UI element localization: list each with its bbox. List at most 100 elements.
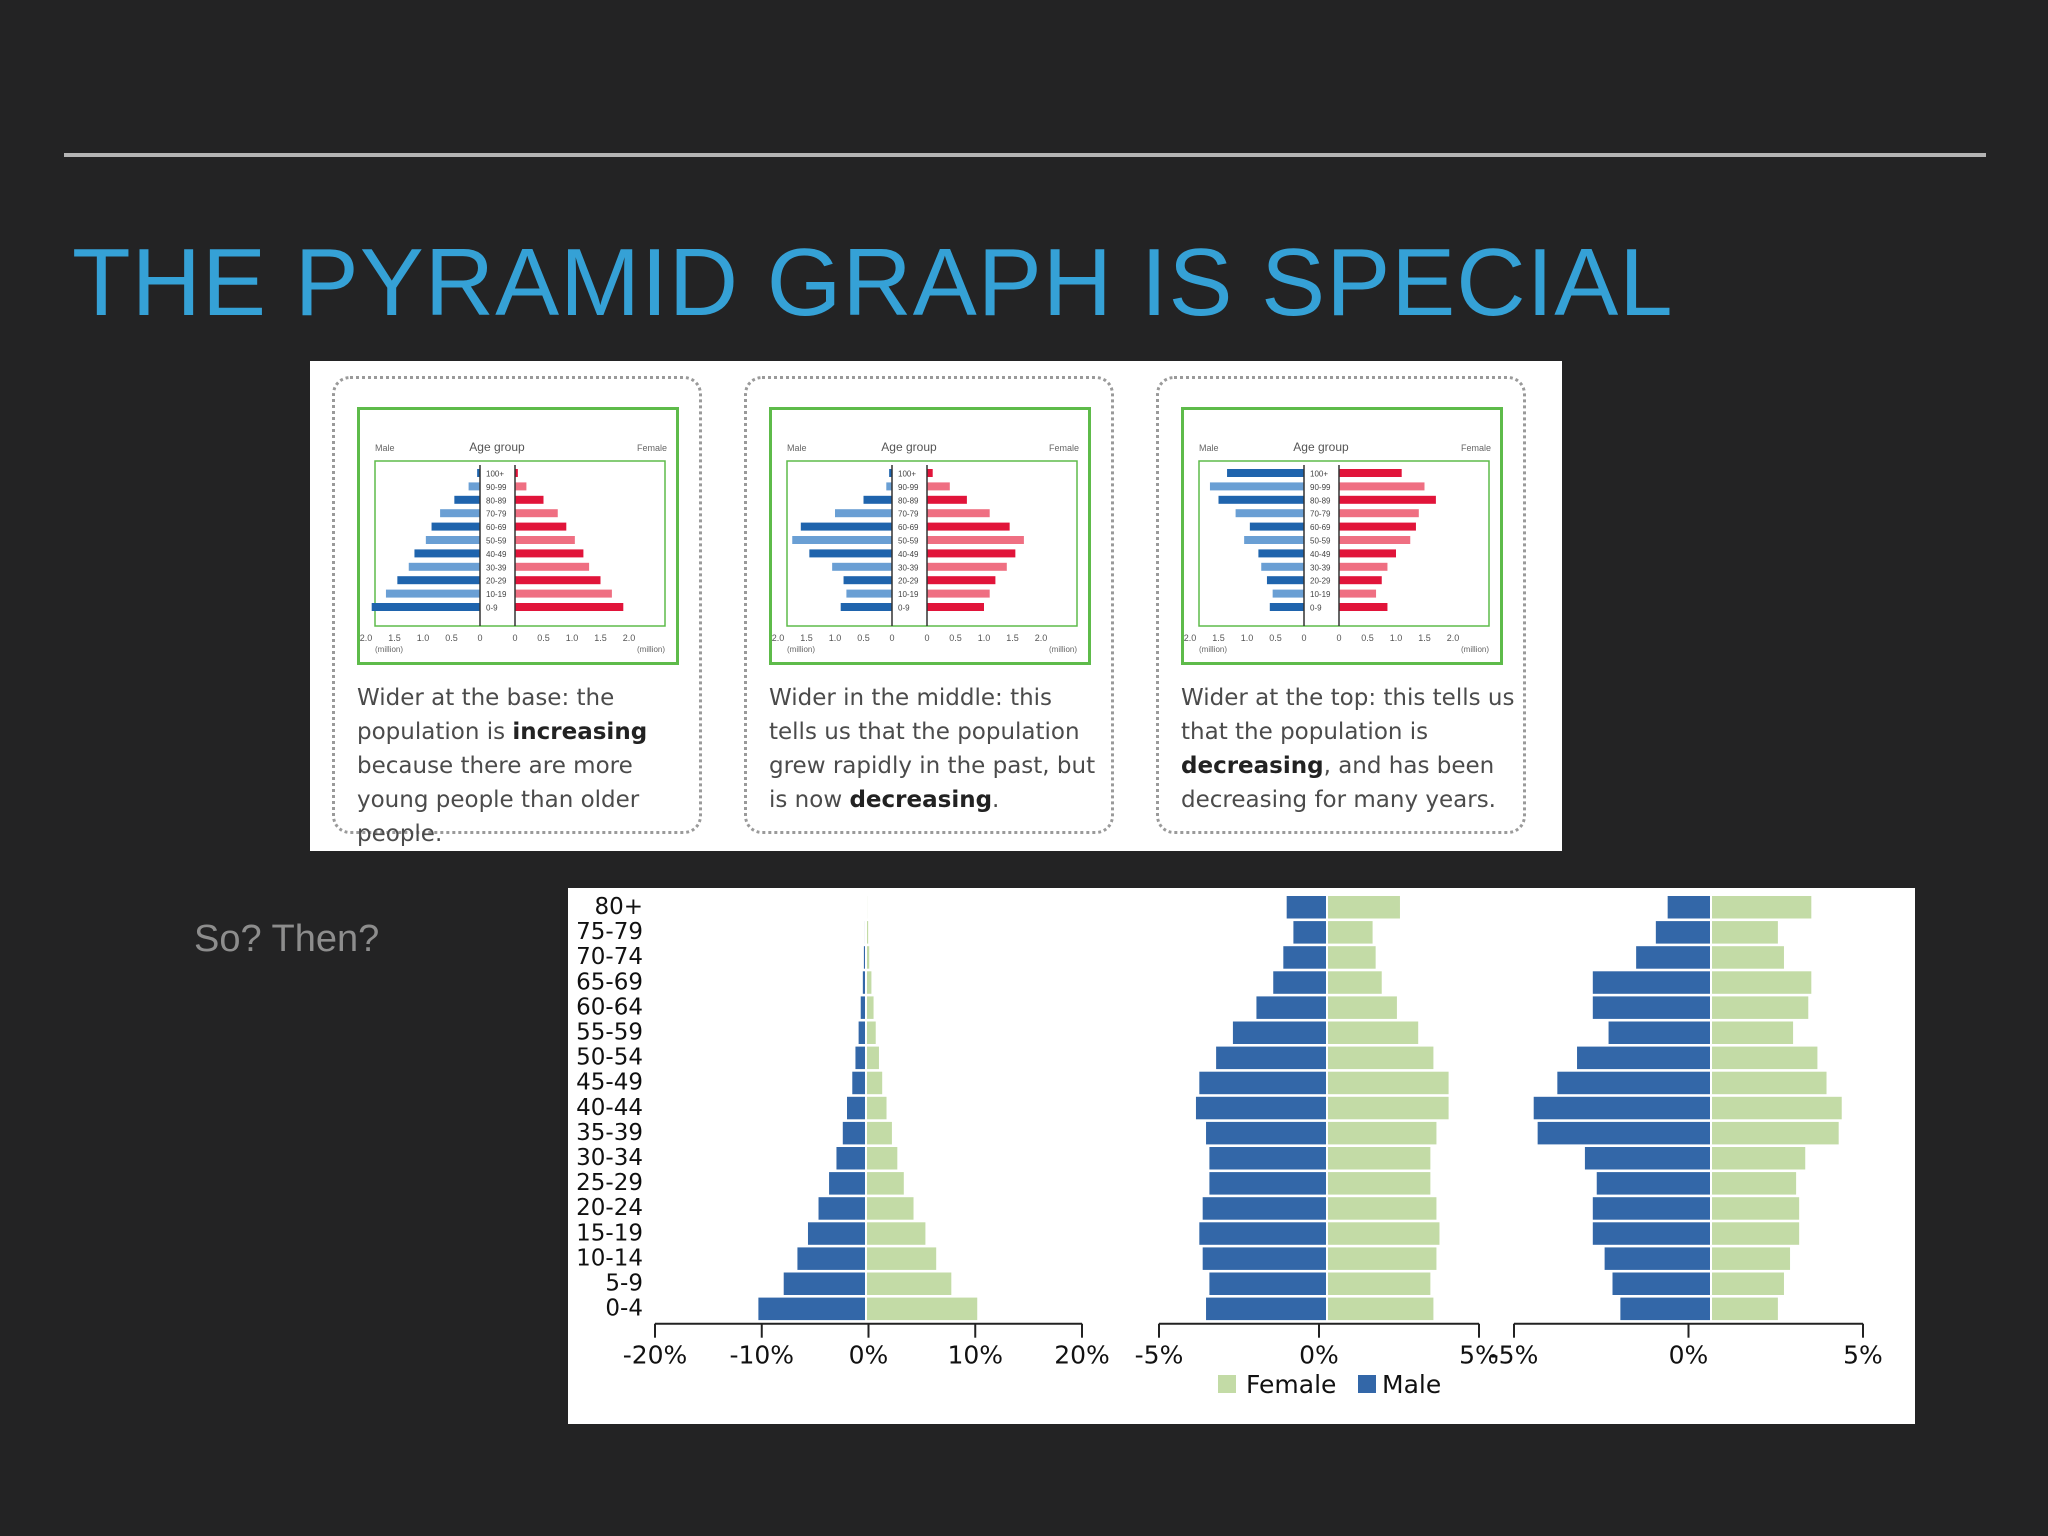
female-bar — [515, 469, 518, 477]
tick-label: 0.5 — [537, 633, 550, 643]
female-bar — [1711, 946, 1784, 969]
female-bar — [1339, 522, 1416, 531]
age-group-label: 10-19 — [898, 590, 919, 599]
male-bar — [425, 536, 480, 544]
male-bar — [835, 509, 892, 518]
legend-female-label: Female — [1246, 1370, 1336, 1399]
male-bar — [1209, 1147, 1327, 1170]
male-bar — [1256, 996, 1327, 1019]
age-group-label: 10-19 — [1310, 590, 1331, 599]
slide-title: THE PYRAMID GRAPH IS SPECIAL — [72, 229, 1674, 336]
male-bar — [855, 1046, 866, 1070]
female-bar — [1711, 1046, 1818, 1070]
age-group-label: 30-39 — [898, 563, 919, 572]
female-bar — [1711, 1297, 1778, 1321]
age-category-label: 60-64 — [576, 994, 643, 1020]
male-bar — [783, 1272, 866, 1295]
x-tick-label: -5% — [1490, 1341, 1539, 1370]
female-bar — [866, 946, 870, 969]
age-category-label: 25-29 — [576, 1170, 643, 1196]
age-group-label: 10-19 — [486, 590, 507, 599]
male-bar — [1206, 1297, 1327, 1321]
male-bar — [1216, 1046, 1327, 1070]
female-bar — [1339, 495, 1436, 504]
male-bar — [1209, 1172, 1327, 1195]
female-bar — [866, 1096, 887, 1120]
inner-frame — [374, 460, 666, 627]
unit-label: (million) — [1049, 645, 1077, 654]
female-bar — [515, 549, 584, 558]
female-bar — [1711, 1121, 1839, 1145]
female-bar — [1339, 562, 1388, 571]
example-description: Wider at the base: the population is inc… — [357, 685, 648, 847]
male-bar — [836, 1147, 866, 1170]
pyramid-examples-image: Male Age group Female 100+ 90-99 80-89 70-79 60… — [310, 361, 1562, 851]
chart-frame — [357, 407, 679, 665]
female-bar — [1327, 946, 1376, 969]
age-group-label: 50-59 — [486, 537, 507, 546]
female-bar — [866, 1197, 914, 1220]
male-bar — [397, 576, 480, 585]
female-bar — [515, 522, 567, 531]
male-bar — [1286, 896, 1327, 919]
age-group-label: 30-39 — [486, 563, 507, 572]
male-bar — [1612, 1272, 1711, 1295]
female-bar — [927, 562, 1007, 571]
male-bar — [1620, 1297, 1711, 1321]
example-chart-top: Male Age group Female 100+ 90-99 80-89 70-79 60… — [1184, 440, 1491, 654]
female-bar — [515, 576, 601, 585]
age-category-label: 35-39 — [576, 1120, 643, 1146]
female-bar — [1339, 482, 1425, 491]
female-bar — [866, 1222, 926, 1245]
tick-label: 0.5 — [445, 633, 458, 643]
female-bar — [515, 603, 624, 611]
age-group-label: 20-29 — [1310, 577, 1331, 586]
age-group-label: 30-39 — [1310, 563, 1331, 572]
inner-frame — [786, 460, 1078, 627]
age-group-label: 70-79 — [486, 510, 507, 519]
male-bar — [1592, 1222, 1711, 1245]
age-category-label: 50-54 — [576, 1045, 643, 1071]
age-category-label: 0-4 — [605, 1296, 643, 1322]
tick-label: 1.0 — [978, 633, 991, 643]
male-bar — [842, 1121, 866, 1145]
label-age-group: Age group — [469, 440, 525, 454]
male-bar — [1199, 1071, 1327, 1095]
female-bar — [866, 1172, 904, 1195]
unit-label: (million) — [375, 645, 403, 654]
female-bar — [1711, 1247, 1791, 1270]
tick-label: 2.0 — [623, 633, 636, 643]
female-bar — [927, 482, 950, 491]
male-bar — [863, 946, 866, 969]
tick-label: 2.0 — [1184, 633, 1197, 643]
tick-label: 0 — [512, 633, 517, 643]
male-bar — [1202, 1247, 1327, 1270]
male-bar — [860, 996, 866, 1019]
male-bar — [800, 522, 892, 531]
tick-label: 0.5 — [1361, 633, 1374, 643]
age-group-label: 0-9 — [1310, 604, 1322, 613]
male-bar — [1592, 971, 1711, 994]
age-category-label: 45-49 — [576, 1070, 643, 1096]
female-bar — [1339, 509, 1419, 518]
male-bar — [1273, 971, 1327, 994]
unit-label: (million) — [637, 645, 665, 654]
label-female: Female — [1461, 443, 1491, 453]
male-bar — [1592, 996, 1711, 1019]
female-bar — [866, 1297, 978, 1321]
male-bar — [807, 1222, 866, 1245]
female-bar — [927, 549, 1016, 558]
female-bar — [1327, 1121, 1437, 1145]
age-group-label: 20-29 — [898, 577, 919, 586]
male-bar — [818, 1197, 866, 1220]
male-bar — [832, 562, 892, 571]
tick-label: 2.0 — [1447, 633, 1460, 643]
label-female: Female — [1049, 443, 1079, 453]
age-group-label: 70-79 — [1310, 510, 1331, 519]
male-bar — [758, 1297, 866, 1321]
female-bar — [1711, 1172, 1797, 1195]
female-bar — [1327, 896, 1400, 919]
tick-label: 2.0 — [1035, 633, 1048, 643]
female-bar — [927, 509, 990, 518]
male-bar — [1293, 921, 1327, 944]
